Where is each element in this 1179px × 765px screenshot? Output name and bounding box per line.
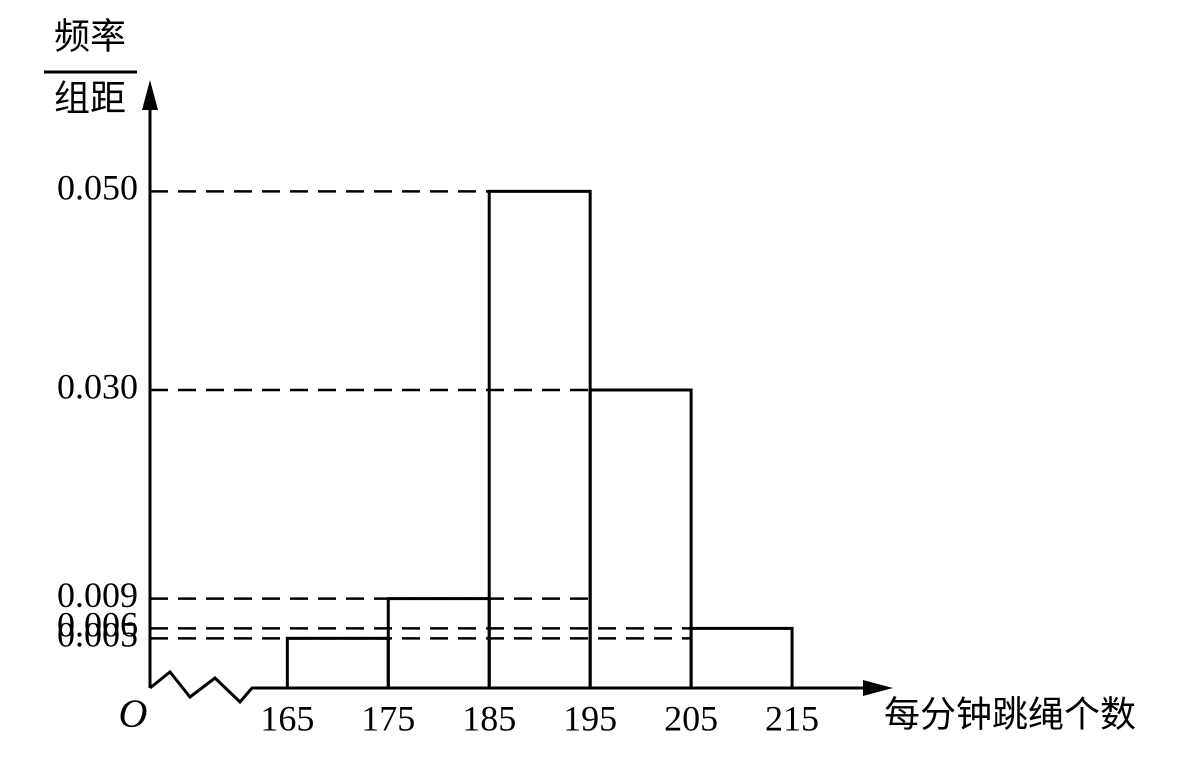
y-tick-label: 0.050 — [57, 168, 138, 208]
y-tick-label: 0.030 — [57, 366, 138, 406]
x-axis-arrow — [863, 680, 893, 696]
x-tick-label: 195 — [563, 698, 617, 738]
y-tick-label: 0.009 — [57, 575, 138, 615]
y-axis-arrow — [142, 80, 158, 110]
x-tick-label: 205 — [664, 698, 718, 738]
y-tick-label: 0.005 — [57, 615, 138, 655]
x-tick-label: 165 — [260, 698, 314, 738]
origin-label: O — [119, 691, 148, 736]
y-label-top: 频率 — [54, 16, 126, 56]
x-tick-label: 175 — [361, 698, 415, 738]
bar — [386, 597, 491, 690]
y-label-bottom: 组距 — [54, 78, 126, 118]
y-tick-label: 0.006 — [57, 605, 138, 645]
x-axis-label: 每分钟跳绳个数 — [884, 694, 1136, 734]
x-axis — [149, 669, 875, 705]
bar — [487, 189, 592, 690]
bar — [689, 626, 794, 690]
x-tick-label: 185 — [462, 698, 516, 738]
bar — [285, 636, 390, 690]
bar — [588, 388, 693, 690]
x-tick-label: 215 — [765, 698, 819, 738]
